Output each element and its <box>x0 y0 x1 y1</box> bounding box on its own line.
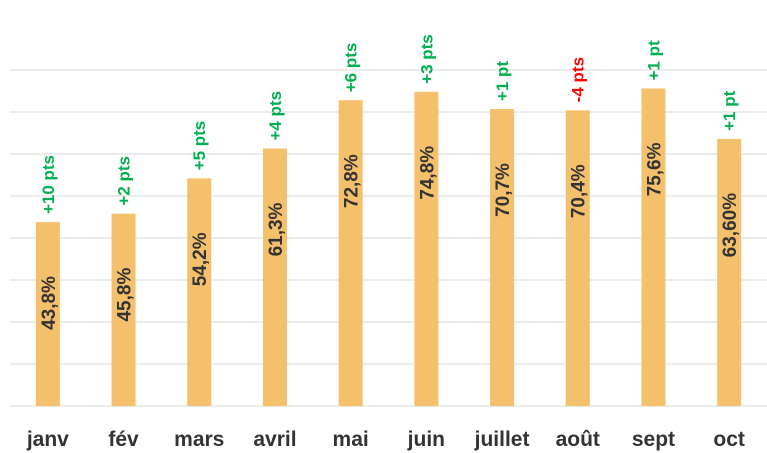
bar <box>490 109 515 406</box>
bar <box>717 138 742 406</box>
bar <box>414 91 439 406</box>
x-tick-label: mai <box>333 428 369 451</box>
x-tick-label: avril <box>253 428 296 451</box>
change-annotation: -4 pts <box>569 57 588 102</box>
x-tick-label: août <box>556 428 600 451</box>
change-annotation: +3 pts <box>417 34 436 84</box>
change-annotation: +1 pt <box>493 61 512 101</box>
bar <box>565 110 590 406</box>
x-tick-label: sept <box>632 428 675 451</box>
change-annotation: +1 pt <box>720 90 739 130</box>
x-tick-label: fév <box>108 428 139 451</box>
x-tick-label: janv <box>26 428 69 451</box>
bar <box>262 148 287 407</box>
value-label: 54,2% <box>190 232 211 286</box>
change-annotation: +6 pts <box>342 43 361 93</box>
change-annotation: +1 pt <box>644 40 663 80</box>
bar <box>338 100 363 407</box>
value-label: 72,8% <box>342 154 363 208</box>
value-label: 70,4% <box>569 164 590 218</box>
value-label: 45,8% <box>115 268 136 322</box>
bar <box>187 178 212 406</box>
value-label: 43,8% <box>39 276 60 330</box>
value-label: 74,8% <box>417 146 438 200</box>
x-tick-label: juillet <box>474 428 530 451</box>
x-tick-label: mars <box>174 428 224 451</box>
change-annotation: +5 pts <box>190 121 209 171</box>
value-label: 63,60% <box>720 193 741 258</box>
bar <box>35 222 60 406</box>
change-annotation: +4 pts <box>266 91 285 141</box>
change-annotation: +2 pts <box>115 156 134 206</box>
value-label: 70,7% <box>493 163 514 217</box>
bar <box>641 88 666 406</box>
bar <box>111 213 136 406</box>
x-tick-label: juin <box>407 428 445 451</box>
value-label: 75,6% <box>644 142 665 196</box>
value-label: 61,3% <box>266 202 287 256</box>
change-annotation: +10 pts <box>39 155 58 214</box>
x-tick-label: oct <box>713 428 745 451</box>
